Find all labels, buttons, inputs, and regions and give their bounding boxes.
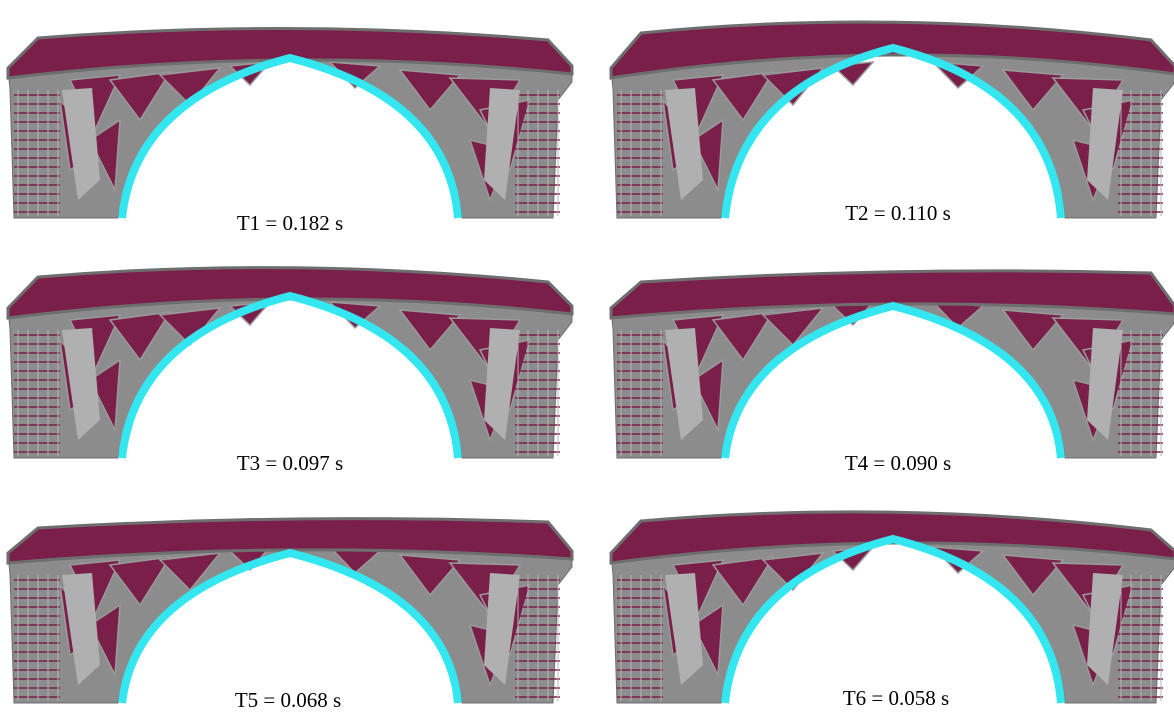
mode-shapes-figure: T1 = 0.182 s T2 = 0.110 s T3 = 0.097 s T4 =… <box>0 0 1174 718</box>
period-label: T6 = 0.058 s <box>843 686 949 710</box>
bridge-panel <box>8 28 572 218</box>
bridge-panel <box>611 512 1174 703</box>
bridge-panel <box>8 519 572 703</box>
bridge-panel <box>611 22 1174 218</box>
period-label: T3 = 0.097 s <box>237 451 343 475</box>
bridge-panel <box>8 268 572 458</box>
period-label: T1 = 0.182 s <box>237 211 343 235</box>
period-label: T5 = 0.068 s <box>235 688 341 712</box>
bridge-panel <box>611 271 1174 458</box>
period-label: T2 = 0.110 s <box>845 201 951 225</box>
period-label: T4 = 0.090 s <box>845 451 951 475</box>
